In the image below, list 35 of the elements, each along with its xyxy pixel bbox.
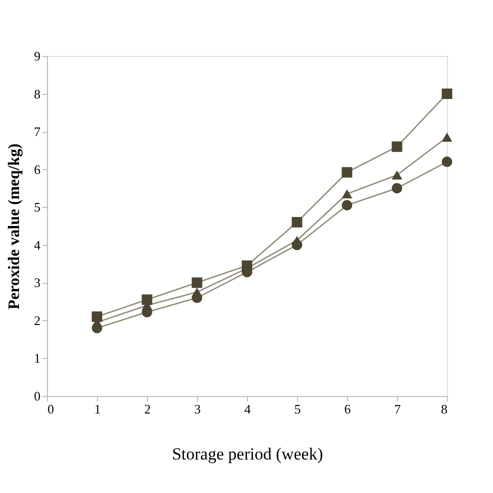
y-tick-label: 5 [34, 200, 40, 215]
y-tick-label: 6 [34, 162, 41, 177]
x-tick-label: 4 [244, 402, 252, 416]
point [442, 88, 452, 100]
x-tick-label: 6 [344, 402, 352, 416]
point [192, 292, 202, 304]
y-tick-label: 4 [34, 237, 41, 252]
point [192, 277, 202, 288]
x-tick-label: 3 [194, 402, 201, 416]
point [292, 216, 302, 228]
y-tick-label: 8 [34, 86, 40, 102]
x-axis-title: Storage period (week) [172, 444, 324, 464]
point [442, 156, 452, 168]
point [442, 132, 452, 142]
y-axis-title: Peroxide value (meq/kg) [6, 144, 23, 310]
y-tick-label: 7 [34, 124, 41, 140]
point [292, 240, 302, 250]
x-tick-label: 7 [394, 402, 402, 416]
point [392, 170, 402, 180]
y-tick-label: 0 [34, 388, 40, 404]
point [92, 322, 102, 334]
x-tick-label: 2 [144, 402, 151, 416]
point [342, 189, 352, 198]
y-tick-label: 3 [34, 275, 40, 290]
y-tick-label: 2 [34, 312, 40, 328]
x-tick-label: 0 [48, 402, 54, 416]
point [392, 141, 402, 152]
point [342, 167, 352, 178]
x-tick-label: 1 [94, 402, 101, 416]
y-tick-label: 9 [34, 48, 40, 64]
x-tick-label: 8 [441, 402, 448, 416]
x-tick-label: 5 [294, 402, 301, 416]
y-tick-label: 1 [34, 350, 40, 366]
point [342, 200, 352, 210]
point [392, 182, 402, 194]
